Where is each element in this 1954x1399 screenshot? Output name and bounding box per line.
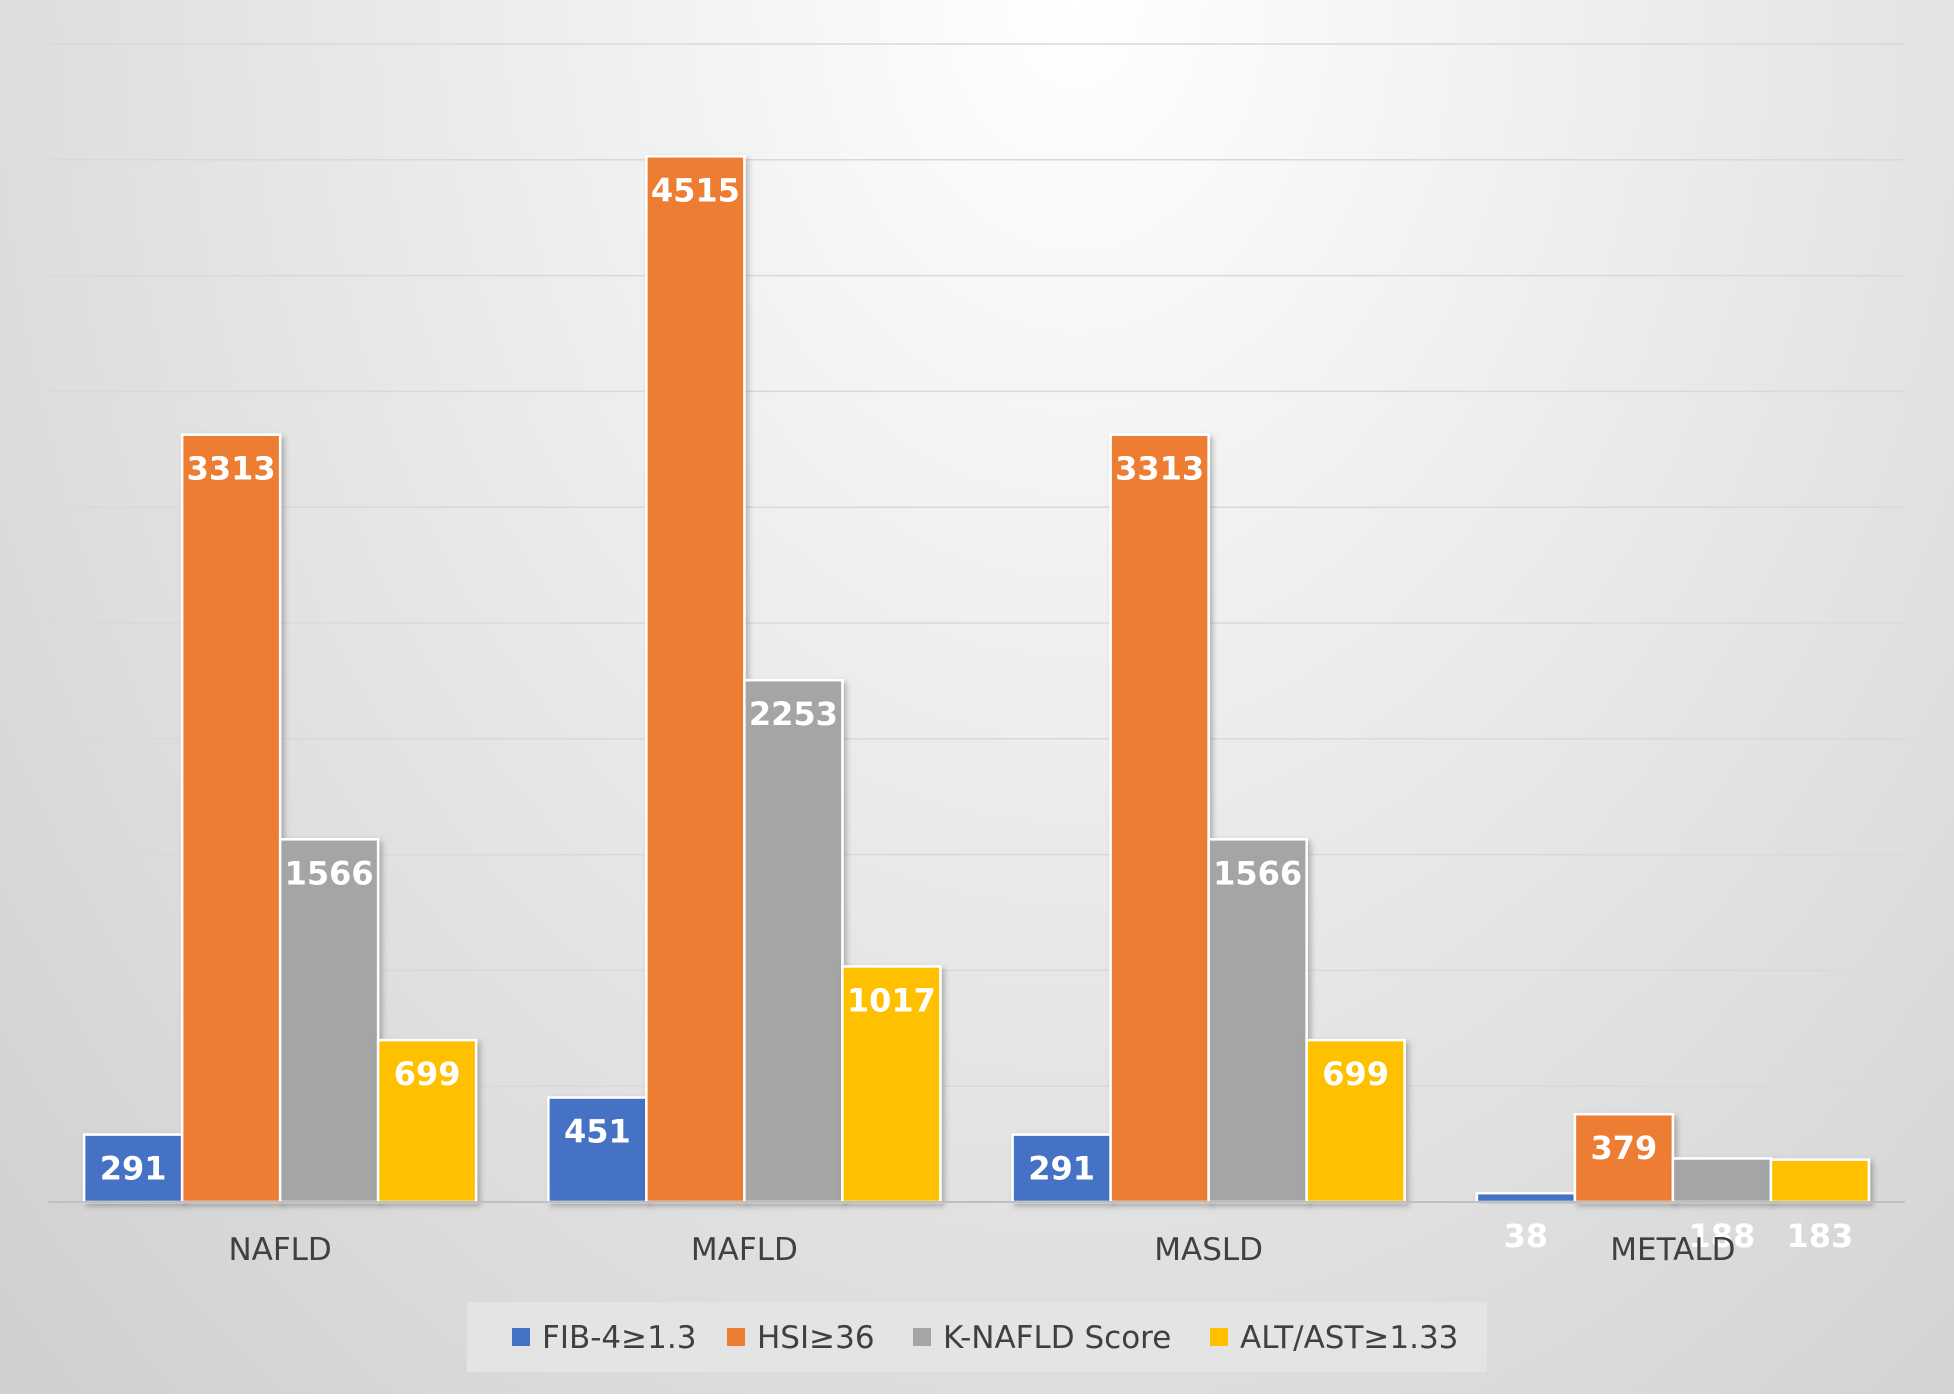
x-axis: NAFLD MAFLD MASLD METALD — [48, 1201, 1905, 1268]
data-label-metald-k-nafld-score: 188 — [1688, 1217, 1755, 1255]
bar-mafld-hsi-36 — [645, 155, 746, 1204]
data-label-metald-fib-4-1-3: 38 — [1504, 1217, 1549, 1255]
legend-swatch — [1210, 1328, 1228, 1346]
legend-item-hsi-36[interactable]: HSI≥36 — [727, 1320, 875, 1356]
bar-mafld-k-nafld-score — [743, 678, 844, 1204]
bar-metald-k-nafld-score — [1671, 1157, 1773, 1204]
bar-metald-hsi-36 — [1573, 1112, 1675, 1204]
data-label-nafld-fib-4-1-3: 291 — [100, 1150, 167, 1188]
bar-nafld-hsi-36 — [180, 433, 282, 1204]
data-labels: 291 3313 1566 699 451 4515 2253 1017 291 3313 1566… — [100, 171, 1854, 1255]
legend-label: FIB-4≥1.3 — [542, 1320, 696, 1356]
data-label-mafld-alt-ast-1-33: 1017 — [847, 981, 936, 1019]
bar-mafld-alt-ast-1-33 — [841, 965, 942, 1204]
legend-item-fib-4-1-3[interactable]: FIB-4≥1.3 — [512, 1320, 696, 1356]
legend-label: HSI≥36 — [757, 1320, 875, 1356]
data-label-nafld-k-nafld-score: 1566 — [285, 854, 374, 892]
legend-swatch — [913, 1328, 931, 1346]
category-label-masld: MASLD — [1154, 1232, 1263, 1268]
data-label-masld-hsi-36: 3313 — [1115, 450, 1204, 488]
legend-label: ALT/AST≥1.33 — [1240, 1320, 1458, 1356]
legend-label: K-NAFLD Score — [943, 1320, 1171, 1356]
legend-swatch — [512, 1328, 530, 1346]
bar-nafld-alt-ast-1-33 — [376, 1038, 478, 1204]
legend-item-k-nafld-score[interactable]: K-NAFLD Score — [913, 1320, 1171, 1356]
bar-masld-alt-ast-1-33 — [1305, 1038, 1406, 1204]
legend-box — [467, 1302, 1487, 1372]
data-label-nafld-hsi-36: 3313 — [187, 450, 276, 488]
data-label-metald-hsi-36: 379 — [1590, 1129, 1657, 1167]
bars — [82, 155, 1871, 1204]
data-label-mafld-fib-4-1-3: 451 — [564, 1113, 631, 1151]
bar-masld-fib-4-1-3 — [1011, 1133, 1112, 1204]
data-label-metald-alt-ast-1-33: 183 — [1786, 1217, 1853, 1255]
data-label-masld-fib-4-1-3: 291 — [1028, 1150, 1095, 1188]
data-label-masld-k-nafld-score: 1566 — [1213, 854, 1302, 892]
category-label-metald: METALD — [1610, 1232, 1735, 1268]
bar-nafld-k-nafld-score — [278, 838, 380, 1204]
bar-masld-k-nafld-score — [1207, 838, 1308, 1204]
bar-masld-hsi-36 — [1109, 433, 1210, 1204]
data-label-mafld-k-nafld-score: 2253 — [749, 695, 838, 733]
legend-swatch — [727, 1328, 745, 1346]
category-label-nafld: NAFLD — [228, 1232, 331, 1268]
category-label-mafld: MAFLD — [691, 1232, 798, 1268]
legend[interactable]: FIB-4≥1.3 HSI≥36 K-NAFLD Score ALT/AST≥1.33 — [467, 1302, 1487, 1372]
bar-metald-fib-4-1-3 — [1475, 1191, 1577, 1204]
legend-item-alt-ast-1-33[interactable]: ALT/AST≥1.33 — [1210, 1320, 1458, 1356]
data-label-nafld-alt-ast-1-33: 699 — [394, 1055, 461, 1093]
bar-metald-alt-ast-1-33 — [1769, 1158, 1871, 1204]
data-label-mafld-hsi-36: 4515 — [651, 171, 740, 209]
data-label-masld-alt-ast-1-33: 699 — [1322, 1055, 1389, 1093]
